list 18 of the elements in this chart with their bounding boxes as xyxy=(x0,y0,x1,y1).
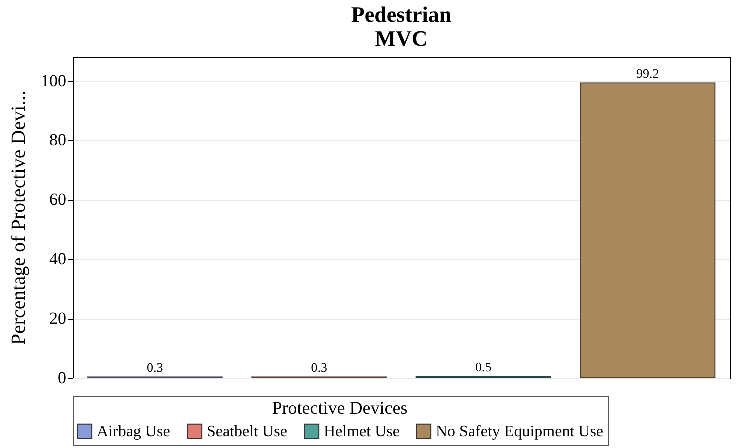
y-tick-label: 80 xyxy=(50,130,66,150)
y-tick-label: 0 xyxy=(58,368,66,388)
y-tick-label: 20 xyxy=(50,309,66,328)
legend-label: Airbag Use xyxy=(97,423,170,440)
chart-subtitle: MVC xyxy=(375,26,428,51)
legend-label: No Safety Equipment Use xyxy=(436,423,604,440)
y-axis-title: Percentage of Protective Devi... xyxy=(8,90,30,346)
chart-title: Pedestrian xyxy=(351,2,452,27)
legend-label: Seatbelt Use xyxy=(207,423,288,440)
data-label: 0.5 xyxy=(476,360,492,375)
data-label: 99.2 xyxy=(636,66,660,82)
y-tick-label: 100 xyxy=(41,71,66,90)
legend-title: Protective Devices xyxy=(272,398,408,418)
legend-label: Helmet Use xyxy=(324,423,400,440)
data-label: 0.3 xyxy=(311,360,328,376)
y-tick-label: 60 xyxy=(50,190,66,210)
data-label: 0.3 xyxy=(147,360,164,376)
y-tick-label: 40 xyxy=(50,250,66,269)
